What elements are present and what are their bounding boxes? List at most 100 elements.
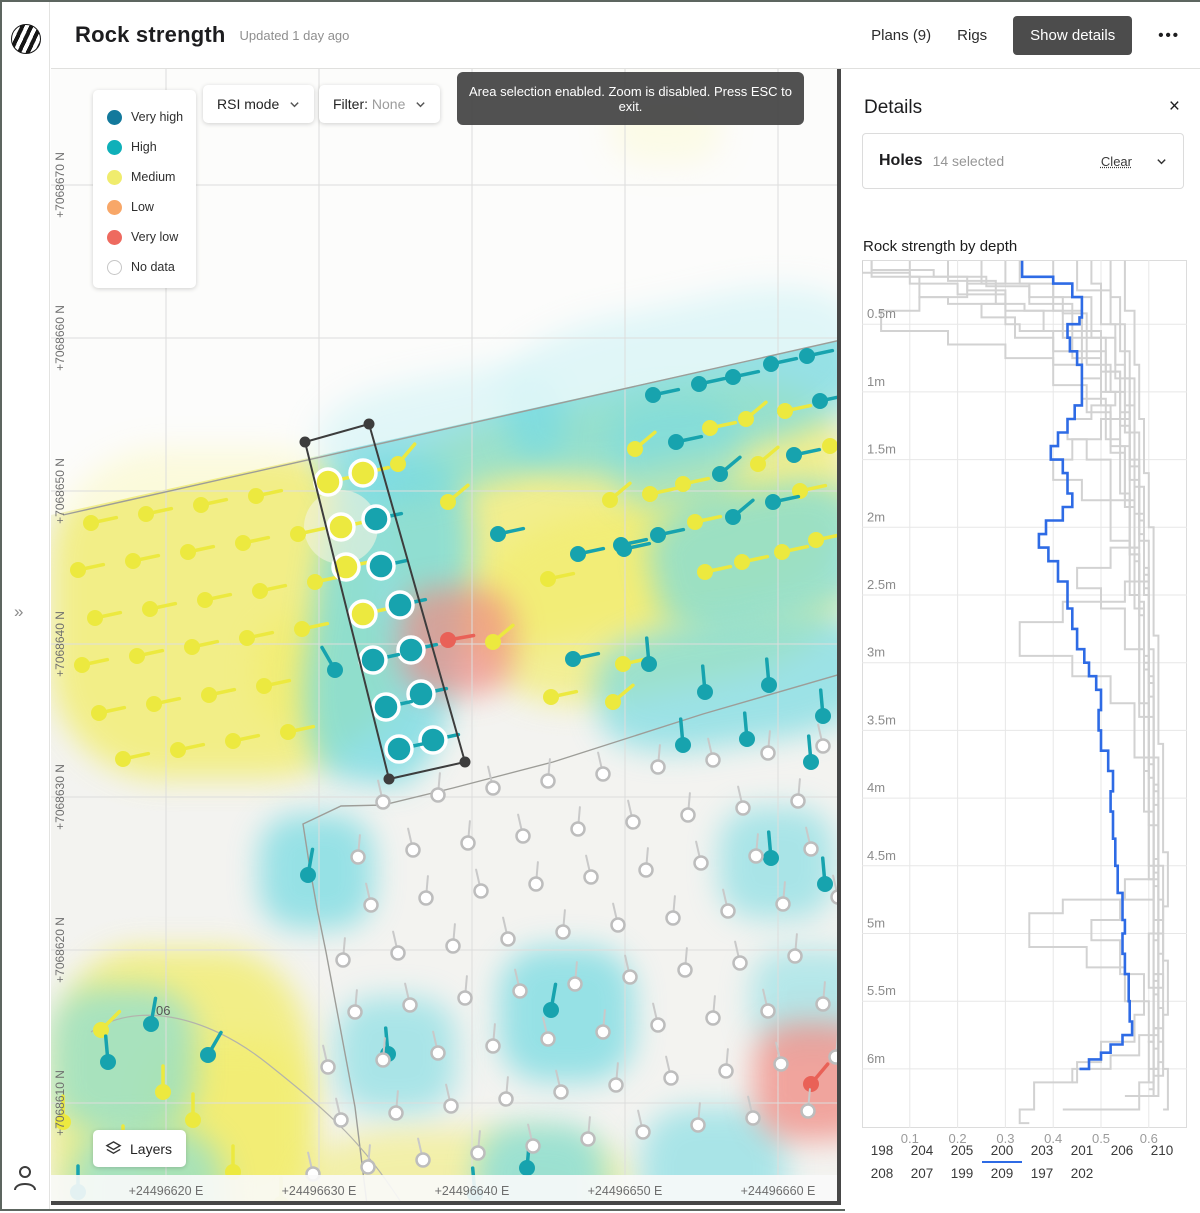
map-hole[interactable] bbox=[485, 1023, 501, 1054]
map-hole[interactable] bbox=[390, 930, 406, 961]
map-hole[interactable] bbox=[697, 664, 713, 700]
layers-button[interactable]: Layers bbox=[93, 1130, 187, 1167]
depth-profile-198[interactable] bbox=[870, 260, 1165, 1097]
map-hole[interactable] bbox=[256, 678, 292, 694]
map-hole[interactable] bbox=[280, 724, 316, 740]
map-hole-selected[interactable] bbox=[366, 551, 409, 581]
map-hole[interactable] bbox=[252, 583, 288, 599]
map-hole[interactable] bbox=[691, 376, 727, 392]
map-hole[interactable] bbox=[129, 648, 165, 664]
close-icon[interactable]: × bbox=[1168, 96, 1180, 117]
map-hole[interactable] bbox=[290, 526, 326, 542]
map-hole[interactable] bbox=[687, 514, 723, 530]
map-hole[interactable] bbox=[125, 553, 161, 569]
hole-id-201[interactable]: 201 bbox=[1070, 1143, 1094, 1158]
map-hole[interactable] bbox=[808, 532, 841, 548]
map-hole[interactable] bbox=[470, 1130, 486, 1161]
map-hole[interactable] bbox=[675, 476, 711, 492]
map-hole[interactable] bbox=[720, 888, 736, 919]
map-hole[interactable] bbox=[184, 639, 220, 655]
map-hole[interactable] bbox=[87, 610, 123, 626]
map-hole[interactable] bbox=[512, 968, 528, 999]
map-hole[interactable] bbox=[638, 847, 654, 878]
map-hole[interactable] bbox=[645, 387, 681, 403]
map-hole[interactable] bbox=[822, 438, 841, 454]
map-hole[interactable] bbox=[650, 1002, 666, 1033]
map-hole[interactable] bbox=[748, 833, 764, 864]
map-hole[interactable] bbox=[750, 445, 780, 472]
map-hole-selected[interactable] bbox=[348, 458, 391, 488]
map-hole[interactable] bbox=[350, 834, 366, 865]
map-hole[interactable] bbox=[765, 494, 801, 510]
map-hole[interactable] bbox=[363, 882, 379, 913]
map-hole[interactable] bbox=[663, 1055, 679, 1086]
hole-id-200[interactable]: 200 bbox=[982, 1141, 1022, 1163]
map-hole[interactable] bbox=[543, 982, 559, 1018]
clear-selection-link[interactable]: Clear bbox=[1100, 153, 1132, 169]
map-hole[interactable] bbox=[570, 546, 606, 562]
map-hole[interactable] bbox=[745, 1095, 761, 1126]
map-hole-selected[interactable] bbox=[358, 645, 401, 675]
map-hole[interactable] bbox=[641, 636, 657, 672]
user-profile-icon[interactable] bbox=[13, 1164, 37, 1195]
map-hole[interactable] bbox=[405, 827, 421, 858]
map-hole[interactable] bbox=[146, 696, 182, 712]
map-hole[interactable] bbox=[787, 933, 803, 964]
map-hole[interactable] bbox=[515, 813, 531, 844]
map-hole[interactable] bbox=[248, 488, 284, 504]
map-hole[interactable] bbox=[294, 621, 330, 637]
selection-handle[interactable] bbox=[383, 773, 395, 785]
map-hole[interactable] bbox=[812, 393, 841, 409]
map-hole[interactable] bbox=[602, 481, 632, 508]
hole-id-210[interactable]: 210 bbox=[1150, 1143, 1174, 1158]
nav-rigs[interactable]: Rigs bbox=[957, 26, 988, 44]
depth-profile-202[interactable] bbox=[1018, 260, 1160, 1125]
map-hole[interactable] bbox=[702, 420, 738, 436]
map-hole[interactable] bbox=[225, 1144, 241, 1180]
map-hole[interactable] bbox=[335, 937, 351, 968]
map-hole[interactable] bbox=[375, 1037, 391, 1068]
selection-handle[interactable] bbox=[299, 436, 311, 448]
map-hole[interactable] bbox=[170, 742, 206, 758]
map-hole[interactable] bbox=[815, 723, 831, 754]
map-hole[interactable] bbox=[803, 734, 819, 770]
legend-item-medium[interactable]: Medium bbox=[107, 162, 196, 192]
map-hole[interactable] bbox=[201, 687, 237, 703]
map-hole[interactable] bbox=[650, 744, 666, 775]
map-hole[interactable] bbox=[763, 830, 779, 866]
map-hole[interactable] bbox=[525, 1123, 541, 1154]
map-hole[interactable] bbox=[320, 645, 343, 679]
map-hole[interactable] bbox=[763, 356, 799, 372]
rsi-mode-dropdown[interactable]: RSI mode bbox=[203, 85, 315, 123]
hole-id-209[interactable]: 209 bbox=[990, 1166, 1014, 1181]
hole-id-208[interactable]: 208 bbox=[870, 1166, 894, 1181]
map-hole[interactable] bbox=[712, 455, 742, 482]
map-hole[interactable] bbox=[803, 1062, 830, 1092]
map-hole-selected[interactable] bbox=[418, 725, 461, 755]
filter-dropdown[interactable]: Filter: None bbox=[319, 85, 441, 123]
map-hole[interactable] bbox=[705, 995, 721, 1026]
map-hole[interactable] bbox=[445, 923, 461, 954]
map-hole[interactable] bbox=[817, 856, 833, 892]
more-menu-button[interactable]: ••• bbox=[1158, 26, 1180, 44]
selection-handle[interactable] bbox=[459, 756, 471, 768]
map-hole[interactable] bbox=[697, 564, 733, 580]
map-hole[interactable] bbox=[608, 1062, 624, 1093]
legend-item-no-data[interactable]: No data bbox=[107, 252, 196, 282]
map-hole[interactable] bbox=[642, 486, 678, 502]
map-hole[interactable] bbox=[93, 1009, 122, 1038]
map-hole-selected[interactable] bbox=[361, 504, 404, 534]
legend-item-very-high[interactable]: Very high bbox=[107, 102, 196, 132]
map-hole[interactable] bbox=[815, 688, 831, 724]
map-hole[interactable] bbox=[360, 1144, 376, 1175]
map-hole-selected[interactable] bbox=[385, 590, 428, 620]
map-hole[interactable] bbox=[761, 657, 777, 693]
map-hole[interactable] bbox=[627, 430, 657, 457]
map-hole[interactable] bbox=[142, 601, 178, 617]
map-hole[interactable] bbox=[610, 902, 626, 933]
map-viewport[interactable]: 06 +24496620 E +24496630 E +24496640 E +2449… bbox=[51, 69, 841, 1205]
map-hole[interactable] bbox=[792, 483, 828, 499]
map-hole[interactable] bbox=[567, 961, 583, 992]
map-hole[interactable] bbox=[388, 1090, 404, 1121]
legend-item-very-low[interactable]: Very low bbox=[107, 222, 196, 252]
